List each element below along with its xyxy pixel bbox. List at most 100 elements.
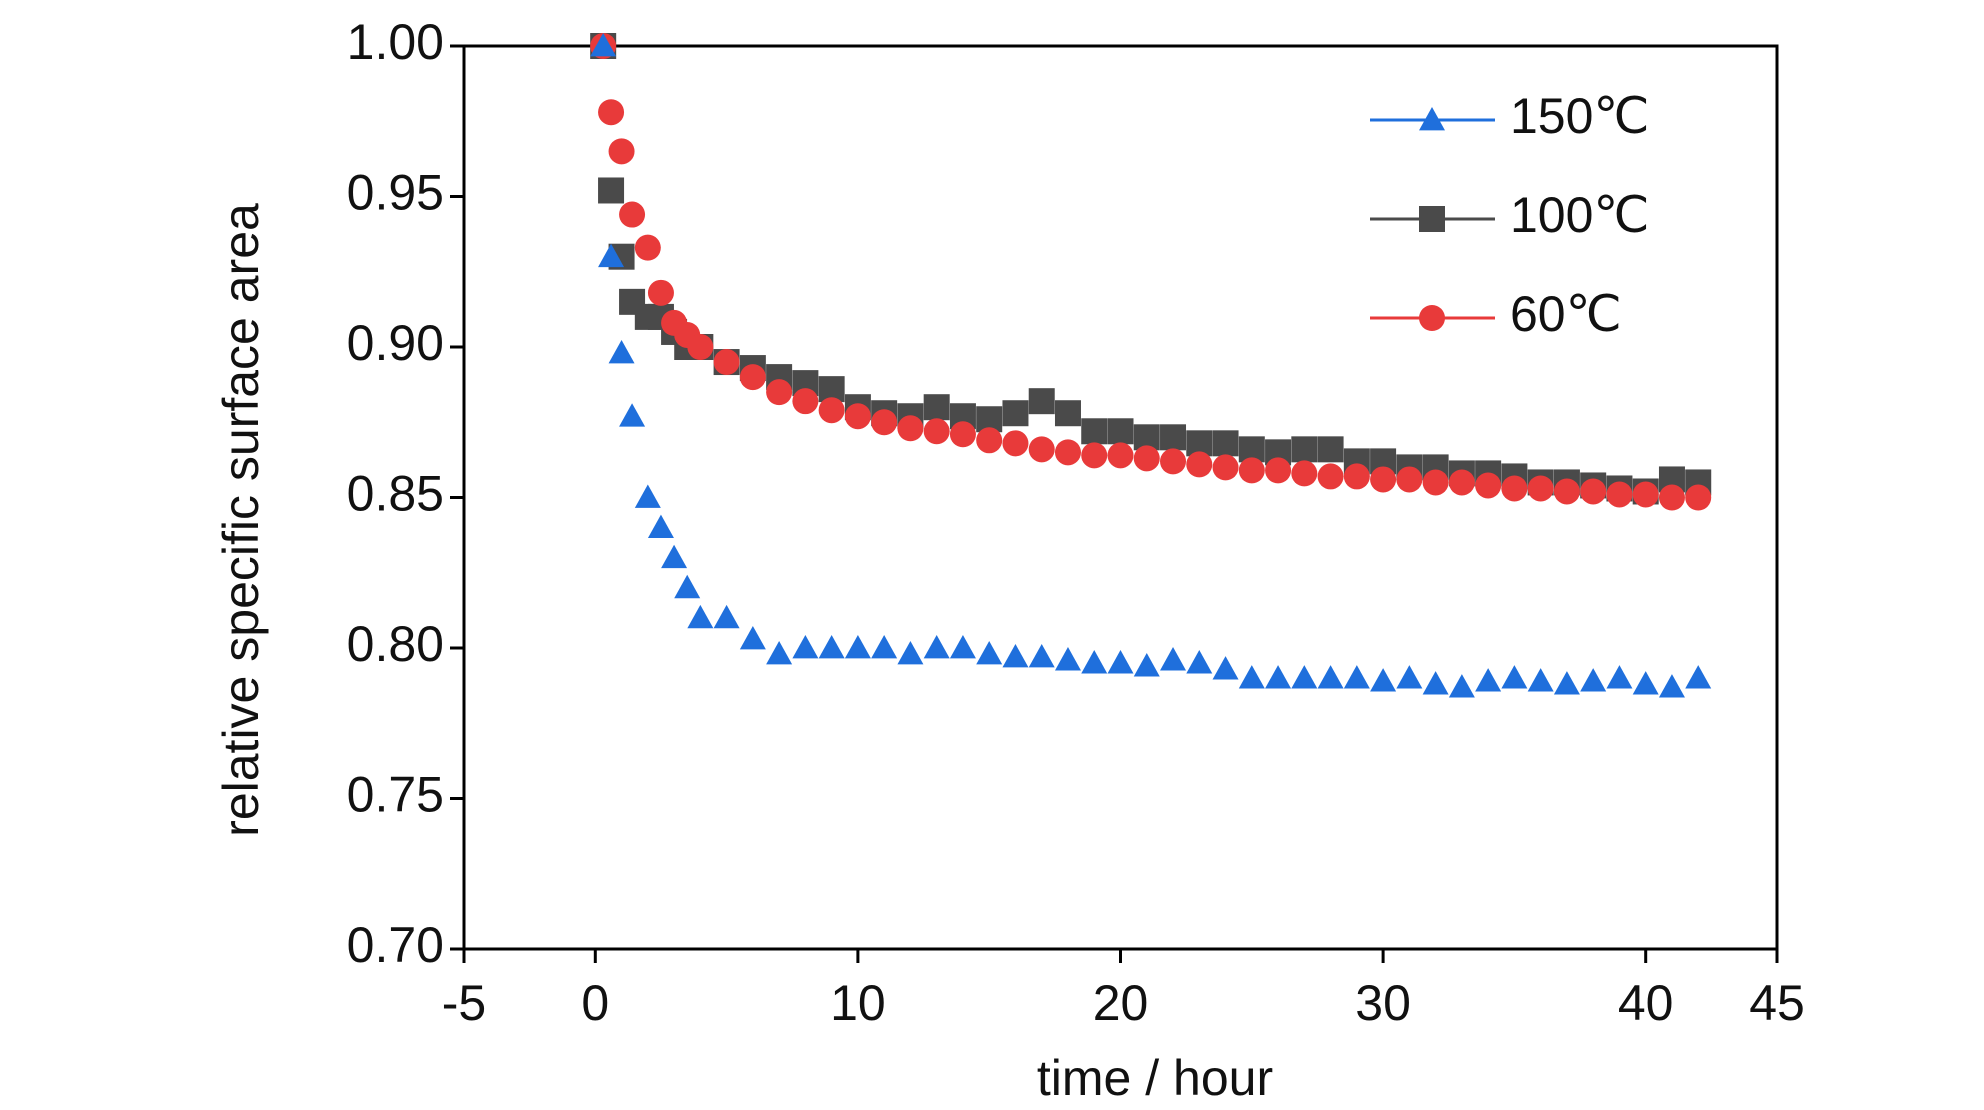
data-point [1658, 674, 1685, 698]
data-point [713, 349, 740, 376]
data-point [1317, 665, 1344, 689]
data-point [976, 641, 1003, 665]
x-tick-label: 0 [581, 975, 609, 1031]
y-tick-label: 0.90 [347, 315, 444, 371]
legend-label: 60℃ [1510, 286, 1622, 342]
data-point [1422, 469, 1449, 496]
x-tick-label: 30 [1355, 975, 1411, 1031]
x-tick-label: 20 [1093, 975, 1149, 1031]
data-point [1133, 653, 1160, 677]
data-point [1317, 436, 1344, 463]
data-point [713, 604, 740, 629]
data-point [1343, 463, 1370, 490]
data-point [1081, 418, 1108, 445]
data-point [1370, 466, 1397, 493]
data-point [1160, 448, 1187, 475]
data-point [608, 340, 635, 364]
data-point [1081, 650, 1108, 674]
data-point [598, 99, 625, 126]
data-point [1186, 451, 1213, 478]
data-point [766, 379, 793, 406]
data-point [598, 177, 625, 204]
data-point [1501, 665, 1528, 689]
data-point [1186, 650, 1213, 674]
data-point [1265, 457, 1292, 484]
data-point [844, 403, 871, 430]
data-point [1685, 484, 1712, 511]
data-point [1606, 665, 1633, 689]
data-point [1448, 469, 1475, 496]
data-point [766, 641, 793, 665]
data-point [1107, 418, 1134, 445]
data-point [661, 544, 688, 569]
x-tick-label: 10 [830, 975, 886, 1031]
x-tick-label: 45 [1749, 975, 1805, 1031]
data-point [1343, 665, 1370, 689]
data-point [1054, 647, 1081, 671]
data-point [1527, 668, 1554, 692]
data-point [1212, 430, 1239, 457]
legend-marker [1419, 206, 1445, 232]
data-point [1606, 481, 1633, 508]
data-point [687, 334, 714, 360]
legend-label: 100℃ [1510, 187, 1650, 243]
data-point [1291, 436, 1318, 463]
data-point [1553, 478, 1580, 505]
y-tick-label: 0.80 [347, 616, 444, 672]
y-tick-label: 0.75 [347, 767, 444, 823]
data-point [1212, 454, 1239, 481]
data-point [1658, 484, 1685, 511]
data-point [1160, 424, 1187, 451]
data-point [608, 138, 635, 165]
data-point [923, 418, 950, 445]
y-axis-label: relative specific surface area [213, 203, 269, 837]
data-point [1422, 671, 1449, 695]
data-point [619, 403, 646, 427]
data-point [897, 641, 924, 665]
data-point [647, 279, 674, 306]
data-point [1054, 439, 1081, 466]
legend-label: 150℃ [1510, 88, 1650, 144]
y-tick-label: 0.85 [347, 466, 444, 522]
data-point [1107, 650, 1134, 674]
data-point [1291, 665, 1318, 689]
legend-marker [1419, 305, 1445, 331]
data-point [792, 635, 819, 659]
data-point [1028, 436, 1055, 463]
x-tick-label: -5 [442, 975, 486, 1031]
data-point [1396, 466, 1423, 493]
data-point [792, 388, 819, 415]
data-point [1054, 400, 1081, 427]
data-point [1501, 475, 1528, 502]
data-point [1553, 671, 1580, 695]
data-point [1475, 668, 1502, 692]
data-point [923, 635, 950, 659]
data-point [1238, 457, 1265, 484]
data-point [1527, 475, 1554, 502]
data-point [897, 415, 924, 442]
data-point [1632, 671, 1659, 695]
data-point [1475, 472, 1502, 499]
data-point [1238, 665, 1265, 689]
x-axis-label: time / hour [1037, 1050, 1273, 1106]
data-point [739, 364, 766, 391]
data-point [1317, 463, 1344, 490]
legend-marker [1419, 107, 1445, 131]
data-point [1002, 430, 1029, 457]
data-point [1370, 668, 1397, 692]
data-point [1081, 442, 1108, 469]
data-point [949, 635, 976, 659]
data-point [1160, 647, 1187, 671]
data-point [871, 409, 898, 436]
data-point [976, 427, 1003, 454]
data-point [818, 635, 845, 659]
data-point [1002, 644, 1029, 668]
data-point [1632, 481, 1659, 508]
data-point [818, 397, 845, 424]
data-point [1002, 400, 1029, 427]
data-point [687, 604, 714, 629]
y-tick-label: 1.00 [347, 14, 444, 70]
data-point [1448, 674, 1475, 698]
data-point [871, 635, 898, 659]
